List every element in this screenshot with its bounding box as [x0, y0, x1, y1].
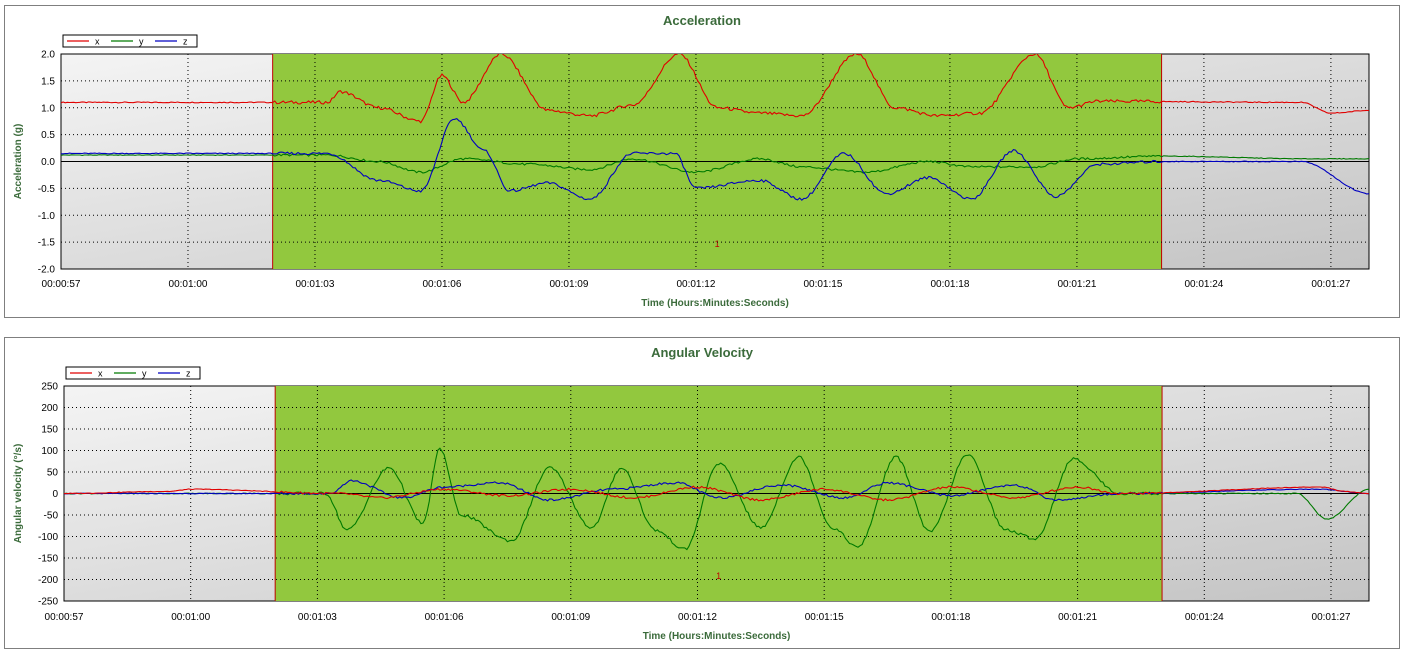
- gyro-legend-label-x: x: [98, 369, 103, 379]
- gyro-y-tick-label: -100: [38, 532, 58, 543]
- gyro-chart-title: Angular Velocity: [651, 345, 754, 360]
- angular-velocity-chart-panel: Angular Velocity 1 -250 -200 -150 -100 -50 0 50 1…: [4, 337, 1400, 649]
- gyro-x-tick-label: 00:01:15: [805, 612, 844, 623]
- gyro-legend-label-y: y: [142, 369, 147, 379]
- gyro-legend: x y z: [65, 366, 201, 380]
- gyro-y-tick-label: 0: [52, 489, 58, 500]
- gyro-x-tick-label: 00:01:00: [171, 612, 210, 623]
- gyro-y-tick-label: -250: [38, 597, 58, 608]
- gyro-x-axis-label: Time (Hours:Minutes:Seconds): [643, 631, 791, 642]
- accel-x-tick-label: 00:01:24: [1184, 279, 1223, 290]
- gyro-y-tick-label: -50: [44, 511, 59, 522]
- accel-y-tick-label: 0.5: [41, 130, 55, 141]
- accel-legend-label-y: y: [139, 37, 144, 47]
- accel-series-group: [61, 54, 1369, 201]
- accel-x-tick-label: 00:01:21: [1057, 279, 1096, 290]
- angular-velocity-chart: Angular Velocity 1 -250 -200 -150 -100 -50 0 50 1…: [13, 345, 1370, 642]
- accel-x-tick-label: 00:01:00: [169, 279, 208, 290]
- accel-x-tick-label: 00:01:12: [676, 279, 715, 290]
- accel-series-x-line: [61, 54, 1369, 124]
- gyro-x-tick-label: 00:01:06: [425, 612, 464, 623]
- accel-legend: x y z: [62, 34, 198, 48]
- accel-y-tick-label: -2.0: [38, 265, 56, 276]
- gyro-y-tick-label: -150: [38, 554, 58, 565]
- accel-x-tick-label: 00:01:06: [423, 279, 462, 290]
- gyro-y-tick-label: 50: [47, 468, 59, 479]
- accel-y-tick-label: -1.5: [38, 238, 56, 249]
- accel-x-tick-label: 00:01:09: [549, 279, 588, 290]
- gyro-y-tick-label: 100: [41, 446, 58, 457]
- accel-y-tick-label: 1.0: [41, 103, 55, 114]
- gyro-x-tick-label: 00:01:03: [298, 612, 337, 623]
- accel-y-axis-label: Acceleration (g): [13, 124, 24, 200]
- gyro-y-tick-label: 250: [41, 382, 58, 393]
- accel-series-y-line: [61, 153, 1369, 174]
- accel-y-tick-label: 2.0: [41, 50, 55, 61]
- gyro-series-z-line: [64, 479, 1369, 502]
- gyro-region-label: 1: [716, 571, 721, 581]
- gyro-y-tick-label: 150: [41, 425, 58, 436]
- accel-x-tick-label: 00:01:15: [803, 279, 842, 290]
- gyro-x-tick-label: 00:00:57: [45, 612, 84, 623]
- gyro-x-tick-label: 00:01:09: [551, 612, 590, 623]
- gyro-y-axis-label: Angular velocity (°/s): [13, 444, 24, 544]
- gyro-series-group: [64, 447, 1369, 551]
- gyro-x-tick-label: 00:01:27: [1312, 612, 1351, 623]
- accel-legend-label-z: z: [183, 37, 188, 47]
- acceleration-chart: Acceleration 1 -2.0 -1.5 -1.0 -0.5 0.0 0.5 1.0 1.…: [13, 13, 1370, 309]
- acceleration-chart-panel: Acceleration 1 -2.0 -1.5 -1.0 -0.5 0.0 0.5 1.0 1.…: [4, 5, 1400, 318]
- gyro-x-tick-label: 00:01:12: [678, 612, 717, 623]
- accel-y-tick-label: -0.5: [38, 184, 56, 195]
- accel-region-label: 1: [715, 239, 720, 249]
- accel-legend-label-x: x: [95, 37, 100, 47]
- gyro-series-x-line: [64, 485, 1369, 502]
- accel-x-tick-label: 00:01:27: [1311, 279, 1350, 290]
- gyro-y-tick-label: -200: [38, 575, 58, 586]
- gyro-x-tick-label: 00:01:21: [1058, 612, 1097, 623]
- gyro-x-tick-label: 00:01:18: [931, 612, 970, 623]
- gyro-x-tick-label: 00:01:24: [1185, 612, 1224, 623]
- accel-y-tick-label: 1.5: [41, 76, 55, 87]
- gyro-y-tick-label: 200: [41, 403, 58, 414]
- accel-x-tick-label: 00:01:18: [930, 279, 969, 290]
- accel-y-tick-label: 0.0: [41, 157, 55, 168]
- gyro-legend-label-z: z: [186, 369, 191, 379]
- accel-chart-title: Acceleration: [663, 13, 741, 28]
- accel-x-axis-label: Time (Hours:Minutes:Seconds): [641, 298, 789, 309]
- accel-y-tick-label: -1.0: [38, 211, 56, 222]
- accel-series-z-line: [61, 117, 1369, 201]
- accel-x-tick-label: 00:00:57: [42, 279, 81, 290]
- accel-x-tick-label: 00:01:03: [296, 279, 335, 290]
